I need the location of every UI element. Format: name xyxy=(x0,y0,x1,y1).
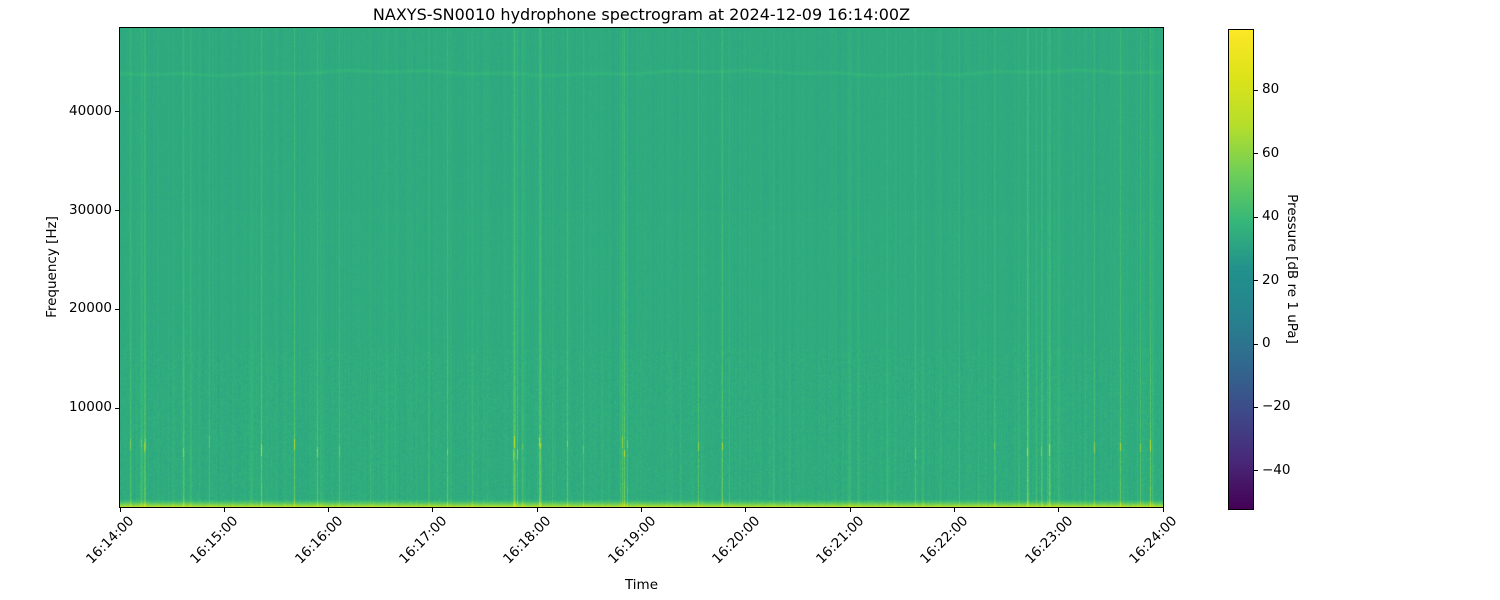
colorbar-gradient xyxy=(1229,30,1253,509)
colorbar-tick-label: −40 xyxy=(1262,461,1291,478)
spectrogram-heatmap xyxy=(120,28,1163,507)
colorbar-tick-label: 0 xyxy=(1262,335,1271,352)
y-tick-label: 20000 xyxy=(69,300,112,317)
colorbar-tick-label: 60 xyxy=(1262,144,1280,161)
y-tick-label: 40000 xyxy=(69,102,112,119)
y-tick-label: 10000 xyxy=(69,399,112,416)
page-title: NAXYS-SN0010 hydrophone spectrogram at 2… xyxy=(372,5,911,24)
x-tickmark xyxy=(536,508,538,512)
x-tickmark xyxy=(119,508,121,512)
colorbar-tickmark xyxy=(1254,280,1258,282)
colorbar-tick-label: −20 xyxy=(1262,398,1291,415)
y-axis-label: Frequency [Hz] xyxy=(44,216,60,318)
x-tickmark xyxy=(223,508,225,512)
x-tick-label: 16:21:00 xyxy=(813,513,868,568)
colorbar-tick-label: 80 xyxy=(1262,81,1280,98)
colorbar-tickmark xyxy=(1254,153,1258,155)
colorbar-label: Pressure [dB re 1 uPa] xyxy=(1284,194,1300,344)
x-tickmark xyxy=(641,508,642,512)
colorbar-tickmark xyxy=(1254,89,1258,91)
colorbar-tickmark xyxy=(1254,470,1258,472)
colorbar-tick-label: 20 xyxy=(1262,271,1280,288)
x-tick-label: 16:15:00 xyxy=(187,513,242,568)
x-tickmark xyxy=(328,508,330,512)
y-tickmark xyxy=(115,407,119,409)
x-tick-label: 16:14:00 xyxy=(83,513,138,568)
x-tickmark xyxy=(432,508,434,512)
y-tickmark xyxy=(115,111,119,113)
x-tickmark xyxy=(849,508,851,512)
y-tickmark xyxy=(115,210,119,212)
x-tick-label: 16:22:00 xyxy=(917,513,972,568)
colorbar-tickmark xyxy=(1254,343,1258,345)
colorbar xyxy=(1228,29,1254,510)
x-axis-label: Time xyxy=(624,577,659,593)
colorbar-tickmark xyxy=(1254,406,1258,408)
x-tick-label: 16:17:00 xyxy=(396,513,451,568)
x-tickmark xyxy=(953,508,955,512)
colorbar-tick-label: 40 xyxy=(1262,208,1280,225)
x-tick-label: 16:16:00 xyxy=(291,513,346,568)
x-tick-label: 16:19:00 xyxy=(604,513,659,568)
x-tickmark xyxy=(1162,508,1164,512)
x-tick-label: 16:23:00 xyxy=(1021,513,1077,568)
x-tick-label: 16:18:00 xyxy=(500,513,555,568)
x-tickmark xyxy=(745,508,747,512)
plot-area xyxy=(119,27,1164,508)
colorbar-tickmark xyxy=(1254,216,1258,218)
y-tick-label: 30000 xyxy=(69,201,112,218)
x-tick-label: 16:24:00 xyxy=(1126,513,1181,568)
y-tickmark xyxy=(115,308,119,310)
x-tickmark xyxy=(1058,508,1060,512)
x-tick-label: 16:20:00 xyxy=(708,513,764,568)
